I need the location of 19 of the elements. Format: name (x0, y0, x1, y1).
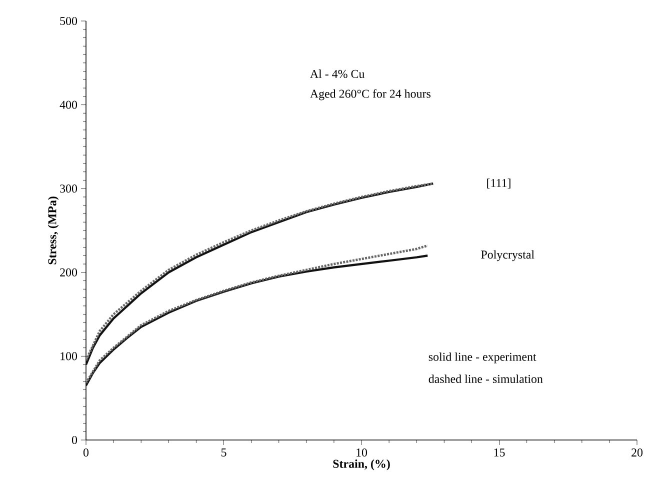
y-axis-title: Stress, (MPa) (48, 196, 59, 264)
x-tick-label: 5 (221, 448, 226, 456)
text: [111] (487, 178, 510, 189)
x-tick-label: 20 (632, 448, 643, 457)
x-tick-label: 10 (356, 448, 368, 457)
annotation: solid line - experiment (428, 352, 536, 364)
x-tick-label: 0 (83, 448, 89, 457)
y-tick-label: 300 (60, 184, 78, 193)
y-tick-label: 0 (72, 436, 78, 444)
y-tick-label: 500 (60, 16, 78, 26)
x-axis-title: Strain, (%) (333, 459, 390, 470)
y-tick-label: 400 (60, 100, 78, 109)
annotation: dashed line - simulation (428, 374, 543, 384)
y-tick-label: 200 (60, 268, 78, 276)
x-tick-label: 15 (494, 448, 505, 456)
y-tick-label: 100 (60, 352, 78, 360)
text: Polycrystal (481, 250, 534, 262)
annotation: Aged 260°C for 24 hours (310, 89, 430, 100)
annotation: Al - 4% Cu (310, 70, 364, 78)
